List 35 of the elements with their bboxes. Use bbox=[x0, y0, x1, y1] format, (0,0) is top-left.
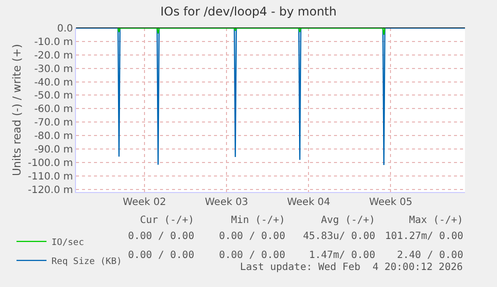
y-tick-label: -80.0 m bbox=[34, 131, 73, 142]
legend-label: IO/sec bbox=[51, 238, 84, 248]
y-tick-label: -120.0 m bbox=[28, 184, 73, 196]
text: Cur (-/+) bbox=[140, 215, 194, 226]
text: Min (-/+) bbox=[231, 215, 286, 226]
text: 0.00 / 0.00 bbox=[219, 250, 286, 261]
y-tick-label: -60.0 m bbox=[34, 104, 73, 116]
line-series bbox=[117, 28, 386, 36]
y-tick-label: -110.0 m bbox=[28, 171, 73, 182]
y-tick-label: -30.0 m bbox=[34, 64, 73, 75]
y-tick-label: -20.0 m bbox=[34, 50, 73, 62]
text: Last update: Wed Feb 4 20:00:12 2026 bbox=[240, 262, 463, 273]
y-tick-label: 0.0 bbox=[57, 24, 73, 34]
y-tick-label: -10.0 m bbox=[34, 36, 73, 48]
y-tick-label: -50.0 m bbox=[34, 90, 73, 102]
y-tick-label: -90.0 m bbox=[34, 144, 73, 156]
text: Avg (-/+) bbox=[321, 215, 376, 226]
y-tick-label: -40.0 m bbox=[34, 77, 73, 88]
y-tick-label: -70.0 m bbox=[34, 118, 73, 129]
text: 0.00 / 0.00 bbox=[128, 250, 194, 261]
y-tick-label: -100.0 m bbox=[28, 158, 73, 169]
x-tick-label: Week 02 bbox=[122, 197, 166, 208]
chart-title: IOs for /dev/loop4 - by month bbox=[160, 4, 337, 18]
text: Max (-/+) bbox=[409, 215, 464, 226]
text: 0.00 / 0.00 bbox=[219, 231, 286, 242]
legend-label: Req Size (KB) bbox=[51, 256, 122, 267]
text: 45.83u/ 0.00 bbox=[303, 231, 376, 242]
text: 1.47m/ 0.00 bbox=[309, 250, 376, 261]
text: 2.40 / 0.00 bbox=[397, 250, 464, 261]
x-tick-label: Week 04 bbox=[286, 197, 330, 208]
text: 0.00 / 0.00 bbox=[128, 231, 194, 242]
x-tick-label: Week 05 bbox=[369, 197, 412, 208]
text: 101.27m/ 0.00 bbox=[385, 231, 464, 242]
x-tick-label: Week 03 bbox=[204, 197, 248, 208]
y-axis-title: Units read (-) / write (+) bbox=[10, 44, 24, 176]
